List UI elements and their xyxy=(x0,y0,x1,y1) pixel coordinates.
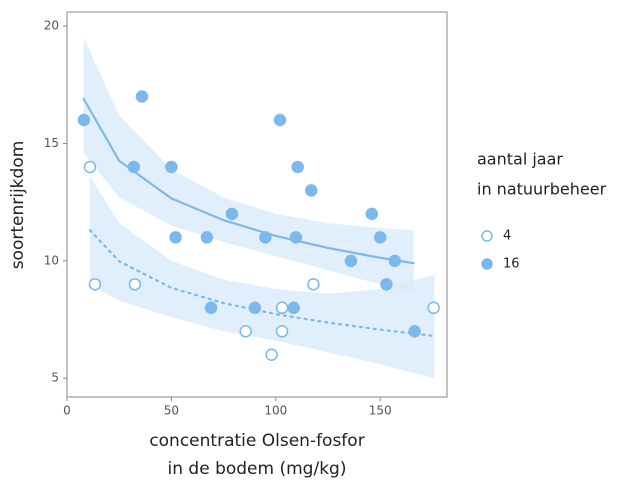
point xyxy=(307,278,320,291)
points xyxy=(77,90,440,361)
x-axis-title: concentratie Olsen-fosfor xyxy=(149,431,364,451)
x-tick-label: 150 xyxy=(369,404,392,418)
point xyxy=(273,113,287,127)
y-tick-label: 15 xyxy=(44,136,59,150)
point xyxy=(265,348,278,361)
point xyxy=(135,90,149,103)
legend-label: 4 xyxy=(503,229,511,244)
panel-border xyxy=(66,11,448,398)
point xyxy=(127,160,141,174)
legend-label: 16 xyxy=(503,257,520,272)
point xyxy=(248,301,262,315)
legend-marker xyxy=(481,258,493,270)
bands xyxy=(83,37,435,379)
point xyxy=(408,325,421,338)
y-tick-label: 10 xyxy=(44,253,59,267)
point xyxy=(275,325,289,338)
point xyxy=(225,207,239,221)
point xyxy=(365,207,379,221)
point xyxy=(88,278,102,291)
point xyxy=(165,160,178,174)
point xyxy=(373,231,387,244)
legend-marker xyxy=(481,230,493,242)
y-axis-title: soortenrijkdom xyxy=(8,141,28,270)
confidence-band xyxy=(89,176,435,379)
x-tick-label: 100 xyxy=(264,404,287,418)
legend-title: in natuurbeheer xyxy=(477,180,607,199)
point xyxy=(289,231,303,244)
confidence-band xyxy=(83,37,414,294)
point xyxy=(344,254,358,268)
point xyxy=(305,184,318,197)
point xyxy=(169,231,182,244)
x-tick-label: 50 xyxy=(164,404,179,418)
point xyxy=(259,231,272,244)
point xyxy=(204,301,218,315)
point xyxy=(388,254,402,268)
point xyxy=(128,278,142,291)
point xyxy=(287,301,300,315)
point xyxy=(77,113,91,127)
x-axis-title: in de bodem (mg/kg) xyxy=(168,459,347,479)
x-tick-label: 0 xyxy=(63,404,71,418)
y-tick-label: 20 xyxy=(44,19,59,33)
point xyxy=(427,301,440,315)
point xyxy=(380,278,393,291)
point xyxy=(291,160,304,174)
point xyxy=(200,231,214,244)
point xyxy=(275,301,289,315)
legend-title: aantal jaar xyxy=(477,150,563,169)
point xyxy=(83,160,97,174)
y-tick-label: 5 xyxy=(51,371,59,385)
point xyxy=(239,325,252,338)
